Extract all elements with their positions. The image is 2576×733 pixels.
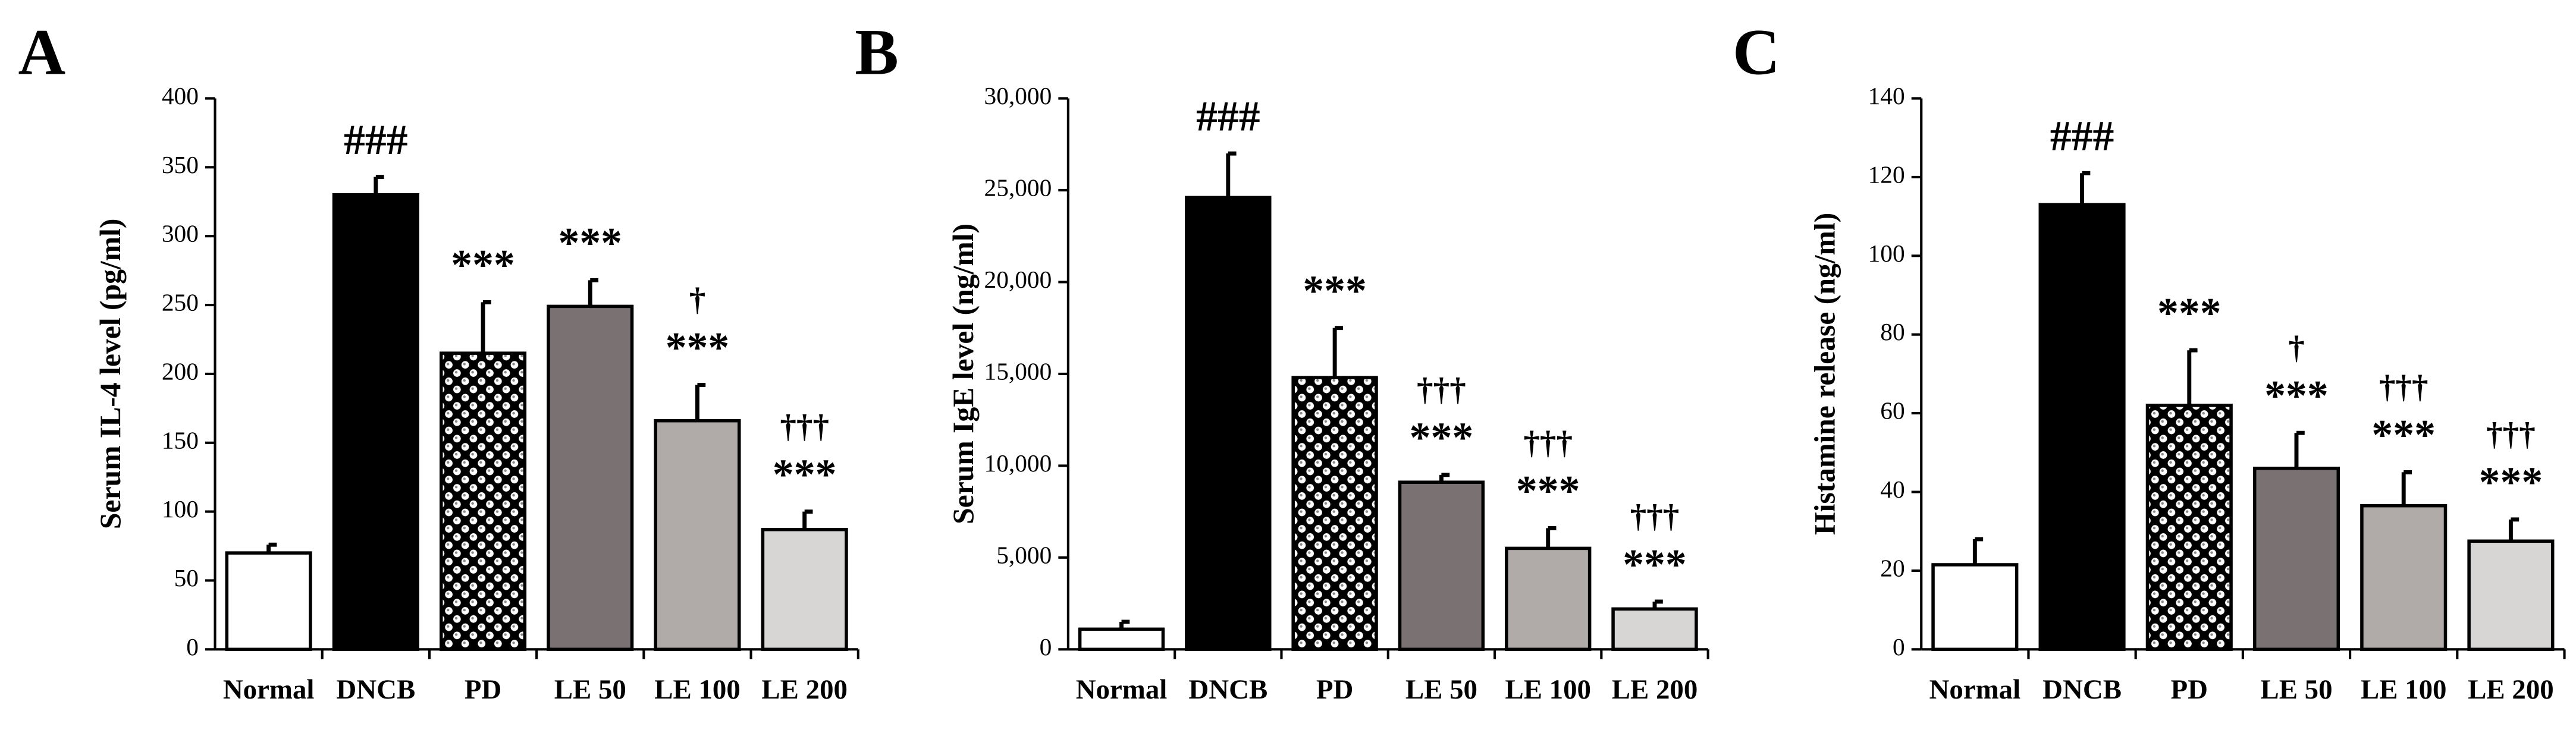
x-tick-label: PD xyxy=(465,674,502,705)
y-tick-label: 300 xyxy=(162,220,199,247)
significance-label: *** xyxy=(2157,289,2222,336)
y-tick-label: 10,000 xyxy=(984,449,1052,477)
x-tick-label: Normal xyxy=(223,674,315,705)
y-axis-label: Histamine release (ng/ml) xyxy=(1808,213,1841,535)
significance-label: *** xyxy=(558,219,622,267)
x-tick-label: Normal xyxy=(1076,674,1168,705)
bar xyxy=(761,527,848,652)
x-tick-label: LE 200 xyxy=(1612,674,1698,705)
y-tick-label: 0 xyxy=(1040,633,1052,660)
y-tick-label: 250 xyxy=(162,289,199,316)
bar xyxy=(225,551,312,652)
y-tick-label: 0 xyxy=(186,633,199,660)
x-tick-label: Normal xyxy=(1929,674,2021,705)
y-tick-label: 100 xyxy=(162,495,199,523)
x-tick-label: PD xyxy=(2171,674,2208,705)
y-tick-label: 400 xyxy=(162,82,199,109)
y-tick-label: 350 xyxy=(162,151,199,178)
x-tick-label: PD xyxy=(1316,674,1354,705)
bar xyxy=(1291,376,1378,652)
y-tick-label: 25,000 xyxy=(984,174,1052,201)
bar xyxy=(1185,196,1272,652)
y-tick-label: 20 xyxy=(1880,554,1904,581)
x-tick-label: LE 200 xyxy=(2468,674,2554,705)
y-axis-label: Serum IgE level (ng/ml) xyxy=(947,224,980,524)
y-tick-label: 40 xyxy=(1880,476,1904,503)
y-tick-label: 60 xyxy=(1880,397,1904,424)
significance-label: *** xyxy=(1410,414,1474,461)
significance-label: *** xyxy=(773,451,837,498)
x-tick-label: DNCB xyxy=(2042,674,2122,705)
bar xyxy=(547,304,634,652)
panel-label: B xyxy=(855,16,899,89)
bar xyxy=(1398,480,1485,652)
y-tick-label: 150 xyxy=(162,426,199,454)
significance-label: ††† xyxy=(780,408,829,444)
y-tick-label: 140 xyxy=(1868,82,1905,109)
bar xyxy=(1611,607,1698,652)
significance-label: ††† xyxy=(1417,372,1466,408)
significance-label: ††† xyxy=(1630,498,1680,534)
x-tick-label: DNCB xyxy=(336,674,415,705)
significance-label: ### xyxy=(2050,112,2114,160)
significance-label: *** xyxy=(2264,372,2329,420)
significance-label: † xyxy=(2288,329,2305,366)
significance-label: *** xyxy=(666,324,730,372)
bar xyxy=(1505,546,1592,652)
significance-label: *** xyxy=(2479,458,2543,506)
significance-label: ### xyxy=(344,116,408,163)
x-tick-label: LE 100 xyxy=(654,674,741,705)
significance-label: ### xyxy=(1196,92,1260,140)
bar xyxy=(2038,203,2126,652)
x-tick-label: LE 50 xyxy=(1405,674,1477,705)
y-tick-label: 80 xyxy=(1880,318,1904,345)
y-tick-label: 15,000 xyxy=(984,357,1052,385)
bar xyxy=(2467,539,2555,652)
significance-label: *** xyxy=(2371,411,2436,459)
x-tick-label: DNCB xyxy=(1188,674,1267,705)
y-axis-label: Serum IL-4 level (pg/ml) xyxy=(94,219,127,530)
bar xyxy=(332,193,419,652)
significance-label: ††† xyxy=(2379,369,2428,405)
bar xyxy=(440,351,527,652)
y-tick-label: 120 xyxy=(1868,161,1905,188)
panel-label: A xyxy=(18,16,66,89)
x-tick-label: LE 50 xyxy=(554,674,626,705)
significance-label: *** xyxy=(451,241,515,289)
x-tick-label: LE 100 xyxy=(1505,674,1591,705)
bar xyxy=(654,419,741,652)
y-tick-label: 30,000 xyxy=(984,82,1052,109)
x-tick-label: LE 100 xyxy=(2361,674,2447,705)
bar xyxy=(2145,404,2233,652)
y-tick-label: 200 xyxy=(162,357,199,385)
significance-label: † xyxy=(689,281,706,317)
bar xyxy=(2252,467,2340,652)
bar xyxy=(1078,627,1165,652)
significance-label: *** xyxy=(1516,467,1580,515)
panel-label: C xyxy=(1733,16,1780,89)
y-tick-label: 50 xyxy=(174,564,199,592)
y-tick-label: 0 xyxy=(1893,633,1905,660)
y-tick-label: 5,000 xyxy=(996,541,1052,568)
x-tick-label: LE 200 xyxy=(761,674,848,705)
y-tick-label: 20,000 xyxy=(984,266,1052,293)
x-tick-label: LE 50 xyxy=(2260,674,2332,705)
significance-label: *** xyxy=(1623,540,1687,588)
significance-label: ††† xyxy=(2486,416,2536,452)
bar xyxy=(1931,563,2019,652)
bar xyxy=(2360,504,2448,652)
significance-label: *** xyxy=(1303,267,1367,314)
significance-label: ††† xyxy=(1523,424,1573,461)
y-tick-label: 100 xyxy=(1868,240,1905,267)
